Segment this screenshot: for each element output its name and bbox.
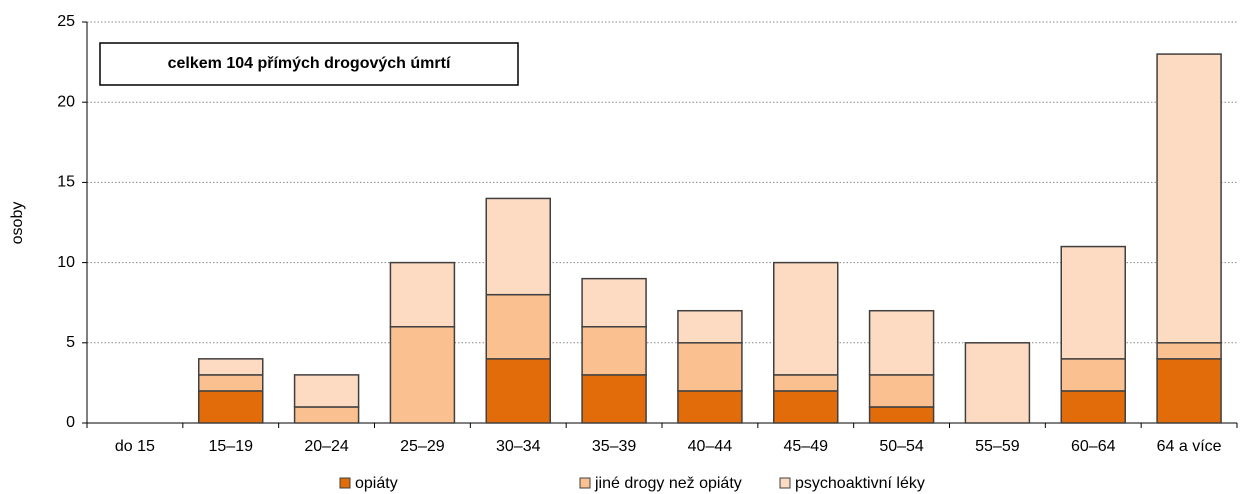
- bar-segment: [773, 261, 839, 376]
- x-tick-label: 15–19: [209, 438, 254, 455]
- bar-segment: [773, 374, 839, 392]
- y-tick-label: 10: [57, 254, 75, 271]
- bar-segment: [677, 309, 743, 344]
- x-tick-label: 64 a více: [1157, 438, 1222, 455]
- x-tick-label: 50–54: [879, 438, 924, 455]
- bar-segment: [677, 342, 743, 392]
- bar-segment: [1060, 390, 1126, 424]
- bar-segment: [581, 326, 647, 376]
- bar-segment: [198, 390, 264, 424]
- x-tick-label: 40–44: [688, 438, 733, 455]
- x-tick-label: 25–29: [400, 438, 445, 455]
- bar-segment: [1156, 358, 1222, 424]
- bar-segment: [293, 374, 360, 408]
- bar-segment: [964, 342, 1031, 424]
- bar-segment: [1156, 342, 1222, 360]
- x-tick-label: 30–34: [496, 438, 541, 455]
- bar-segment: [1060, 358, 1126, 392]
- bar-segment: [868, 374, 935, 408]
- x-tick-label: 20–24: [304, 438, 349, 455]
- legend-label: psychoaktivní léky: [795, 475, 925, 492]
- legend-label: jiné drogy než opiáty: [594, 475, 742, 492]
- y-tick-label: 20: [57, 93, 75, 110]
- y-tick-label: 0: [66, 414, 75, 431]
- x-tick-label: 60–64: [1071, 438, 1116, 455]
- y-axis-label: osoby: [9, 202, 26, 245]
- bar-segment: [198, 358, 264, 376]
- bar-segment: [581, 277, 647, 328]
- bar-segment: [485, 293, 551, 360]
- legend-label: opiáty: [355, 475, 398, 492]
- bar-segment: [1156, 53, 1222, 344]
- legend-swatch: [339, 477, 351, 489]
- bar-segment: [677, 390, 743, 424]
- bar-segment: [868, 406, 935, 424]
- y-tick-label: 25: [57, 13, 75, 30]
- bar-segment: [773, 390, 839, 424]
- x-tick-label: 35–39: [592, 438, 637, 455]
- x-tick-label: 45–49: [784, 438, 829, 455]
- legend-swatch: [779, 477, 791, 489]
- bar-segment: [485, 358, 551, 424]
- bar-segment: [389, 261, 456, 328]
- x-tick-label: do 15: [115, 438, 155, 455]
- bar-segment: [198, 374, 264, 392]
- annotation-box: [99, 42, 519, 86]
- bar-segment: [485, 197, 551, 296]
- x-tick-label: 55–59: [975, 438, 1020, 455]
- y-tick-label: 15: [57, 174, 75, 191]
- bar-segment: [581, 374, 647, 424]
- y-tick-label: 5: [66, 334, 75, 351]
- annotation: celkem 104 přímých drogových úmrtí: [168, 55, 451, 72]
- bar-segment: [868, 309, 935, 376]
- bar-segment: [293, 406, 360, 424]
- legend-swatch: [579, 477, 591, 489]
- bar-segment: [389, 326, 456, 424]
- bar-segment: [1060, 245, 1126, 360]
